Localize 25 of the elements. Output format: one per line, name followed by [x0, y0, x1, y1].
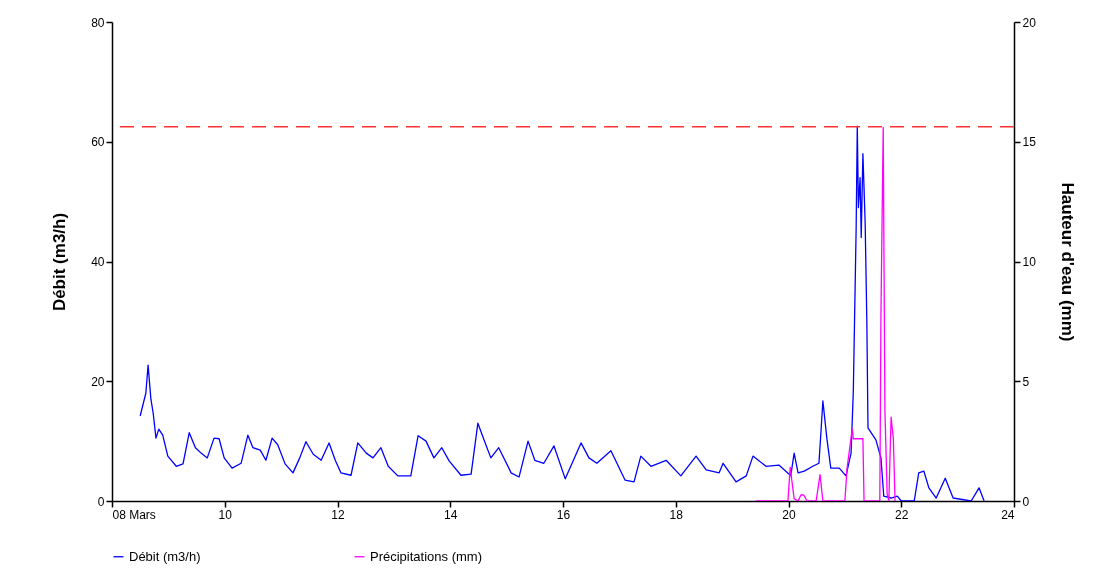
- legend-label: Précipitations (mm): [370, 548, 482, 564]
- line-series: [755, 126, 896, 501]
- y-tick-label: 20: [91, 374, 105, 389]
- line-series: [139, 125, 985, 501]
- x-tick-label: 10: [218, 507, 233, 522]
- y2-tick-label: 0: [1022, 494, 1030, 509]
- x-tick-label: 14: [444, 507, 458, 522]
- y-tick-label: 60: [91, 135, 105, 150]
- y2-tick-label: 5: [1022, 374, 1030, 389]
- x-tick-label: 08 Mars: [112, 507, 156, 522]
- y2-tick-label: 20: [1022, 15, 1037, 30]
- x-tick-label: 20: [782, 507, 796, 522]
- x-tick-label: 22: [895, 507, 909, 522]
- y-axis-title: Débit (m3/h): [50, 212, 70, 312]
- legend-label: Débit (m3/h): [129, 548, 201, 564]
- x-tick-label: 18: [669, 507, 684, 522]
- y-tick-label: 80: [91, 15, 105, 30]
- y2-tick-label: 10: [1022, 255, 1037, 269]
- y-tick-label: 0: [97, 494, 105, 509]
- y2-axis-title: Hauteur d'eau (mm): [1057, 182, 1077, 342]
- x-tick-label: 12: [331, 507, 345, 522]
- x-tick-label: 24: [1001, 507, 1015, 522]
- y-tick-label: 40: [91, 255, 105, 269]
- x-tick-label: 16: [556, 507, 571, 522]
- y2-tick-label: 15: [1022, 135, 1037, 150]
